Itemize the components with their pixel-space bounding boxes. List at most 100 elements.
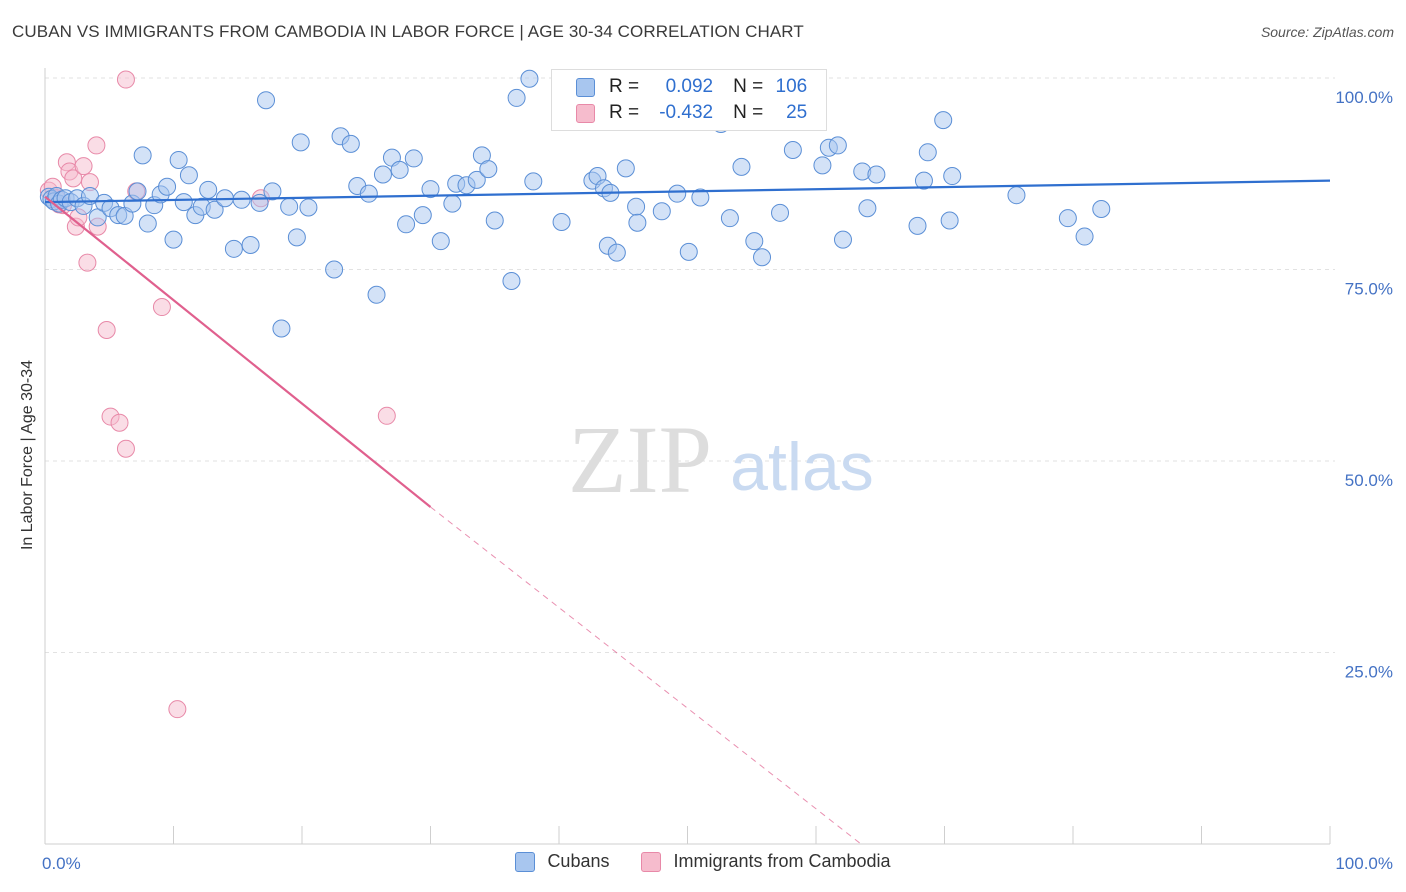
cubans-point-54	[413, 206, 432, 225]
x-tick-label-0: 0.0%	[42, 854, 81, 873]
cambodia-trend-line	[44, 195, 432, 508]
grid-lines	[45, 77, 1335, 653]
x-tick-label-100: 100.0%	[1335, 854, 1393, 873]
cubans-point-87	[771, 203, 790, 222]
cambodia-point-17	[110, 413, 129, 432]
watermark-zip: ZIP	[568, 406, 712, 513]
chart-title: CUBAN VS IMMIGRANTS FROM CAMBODIA IN LAB…	[12, 22, 804, 41]
cubans-point-39	[280, 197, 299, 216]
cubans-point-84	[732, 157, 751, 176]
cubans-point-51	[390, 160, 409, 179]
cubans-point-63	[485, 211, 504, 230]
cubans-point-17	[128, 182, 147, 201]
y-tick-label-75: 75.0%	[1345, 280, 1393, 299]
cambodia-point-24	[377, 406, 396, 425]
cubans-point-97	[914, 171, 933, 190]
legend-row-cambodia: R = -0.432 N = 25	[576, 101, 807, 125]
cubans-point-36	[257, 91, 276, 110]
cambodia-point-22	[168, 700, 187, 719]
cubans-point-55	[421, 180, 440, 199]
cubans-point-92	[833, 230, 852, 249]
cubans-point-74	[607, 243, 626, 262]
n-label: N =	[733, 102, 764, 123]
series-legend: Cubans Immigrants from Cambodia	[0, 851, 1406, 872]
source-label: Source: ZipAtlas.com	[1260, 24, 1394, 40]
cubans-point-86	[753, 248, 772, 267]
legend-item-cubans: Cubans	[515, 851, 609, 872]
cubans-point-53	[404, 149, 423, 168]
watermark-atlas: atlas	[730, 429, 874, 505]
cubans-point-96	[908, 216, 927, 235]
cubans-point-47	[367, 285, 386, 304]
cubans-point-75	[616, 159, 635, 178]
cambodia-point-21	[152, 298, 171, 317]
correlation-legend: R = 0.092 N = 106 R = -0.432 N = 25	[551, 69, 827, 131]
cubans-point-77	[628, 213, 647, 232]
cubans-point-38	[272, 319, 291, 338]
cubans-point-34	[241, 235, 260, 254]
cambodia-point-13	[87, 136, 106, 155]
cubans-point-24	[169, 150, 188, 169]
cubans-point-104	[1075, 227, 1094, 246]
cubans-point-79	[668, 184, 687, 203]
cambodia-point-19	[116, 70, 135, 89]
cambodia-swatch	[576, 103, 595, 123]
cubans-point-101	[943, 167, 962, 186]
cubans-point-62	[479, 160, 498, 179]
cubans-point-67	[524, 172, 543, 191]
cubans-point-102	[1007, 186, 1026, 205]
cubans-point-29	[199, 180, 218, 199]
cubans-point-26	[179, 166, 198, 185]
cubans-point-52	[397, 215, 416, 234]
cubans-point-32	[224, 239, 243, 258]
cubans-point-68	[552, 213, 571, 232]
y-tick-label-25: 25.0%	[1345, 663, 1393, 682]
cubans-point-30	[205, 200, 224, 219]
legend-label-cambodia: Immigrants from Cambodia	[673, 851, 891, 871]
cubans-point-99	[934, 111, 953, 130]
cambodia-point-11	[78, 253, 97, 272]
trend-lines	[44, 179, 1331, 845]
legend-row-cubans: R = 0.092 N = 106	[576, 75, 807, 99]
cubans-point-60	[467, 170, 486, 189]
r-label: R =	[609, 102, 640, 123]
legend-item-cambodia: Immigrants from Cambodia	[641, 851, 891, 872]
cubans-point-80	[679, 242, 698, 261]
cambodia-trend-extrapolated	[430, 506, 862, 845]
r-value: 0.092	[665, 76, 714, 97]
cubans-point-43	[325, 260, 344, 279]
cambodia-point-15	[97, 321, 116, 340]
cambodia-swatch	[641, 851, 662, 872]
cubans-point-98	[918, 143, 937, 162]
r-label: R =	[609, 76, 640, 97]
cubans-point-83	[720, 209, 739, 228]
cubans-point-66	[520, 69, 539, 88]
cubans-point-65	[507, 88, 526, 107]
cambodia-point-10	[74, 157, 93, 176]
cambodia-point-7	[64, 169, 83, 188]
cubans-point-48	[359, 184, 378, 203]
cubans-point-94	[858, 199, 877, 218]
cubans-point-45	[341, 134, 360, 153]
cubans-point-91	[828, 136, 847, 155]
cubans-point-89	[813, 156, 832, 175]
y-tick-label-100: 100.0%	[1335, 88, 1393, 107]
cubans-point-95	[867, 165, 886, 184]
watermark: ZIP atlas	[568, 406, 874, 513]
cubans-point-64	[502, 271, 521, 290]
cubans-point-56	[431, 232, 450, 251]
tick-labels: 25.0% 50.0% 75.0% 100.0% 0.0% 100.0%	[42, 88, 1393, 873]
cubans-point-57	[443, 194, 462, 213]
cubans-point-78	[652, 202, 671, 221]
cubans-point-25	[174, 193, 193, 212]
cubans-point-88	[783, 141, 802, 160]
cubans-point-18	[133, 146, 152, 165]
cubans-point-37	[263, 182, 282, 201]
cambodia-point-18	[116, 439, 135, 458]
cubans-swatch	[576, 77, 595, 97]
cubans-point-23	[164, 230, 183, 249]
cubans-point-40	[287, 228, 306, 247]
legend-label-cubans: Cubans	[547, 851, 610, 871]
y-tick-label-50: 50.0%	[1345, 471, 1393, 490]
